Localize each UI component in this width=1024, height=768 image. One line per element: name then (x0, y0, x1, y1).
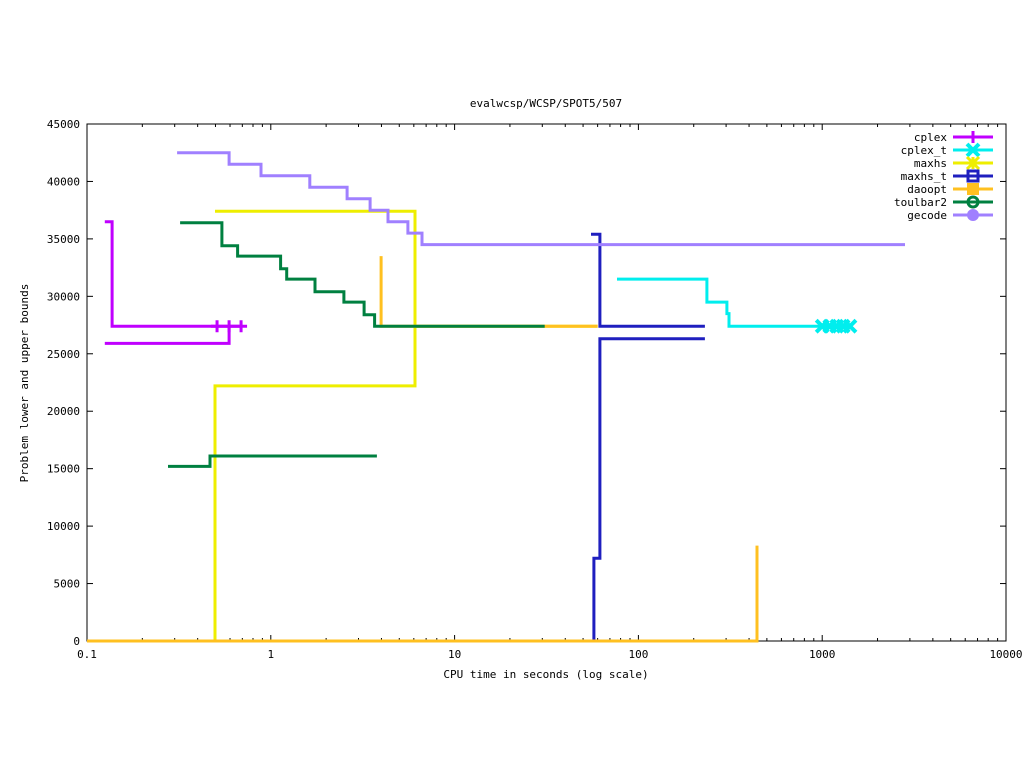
legend-maxhs_t-marker (966, 169, 980, 183)
y-tick-label: 25000 (47, 348, 80, 361)
legend-daoopt-marker (967, 183, 979, 195)
series-cplex_t (617, 277, 858, 334)
legend: cplexcplex_tmaxhsmaxhs_tdaoopttoulbar2ge… (894, 131, 993, 222)
x-tick-label: 10000 (989, 648, 1022, 661)
maxhs_t-upper-bound-line (591, 232, 705, 328)
legend-item-daoopt: daoopt (907, 183, 993, 196)
legend-label: cplex_t (901, 144, 947, 157)
legend-item-maxhs_t: maxhs_t (901, 169, 993, 183)
x-tick-label: 10 (448, 648, 461, 661)
series-group (87, 151, 905, 643)
legend-item-toulbar2: toulbar2 (894, 195, 993, 209)
y-tick-label: 10000 (47, 520, 80, 533)
cplex-lower-bound-line (104, 326, 231, 345)
series-daoopt (87, 256, 759, 643)
legend-maxhs-marker (965, 155, 981, 171)
y-tick-label: 0 (73, 635, 80, 648)
x-tick-label: 0.1 (77, 648, 97, 661)
legend-item-cplex_t: cplex_t (901, 142, 993, 158)
y-tick-label: 15000 (47, 463, 80, 476)
maxhs-lower-bound-line (87, 326, 417, 643)
y-tick-label: 35000 (47, 233, 80, 246)
x-tick-label: 100 (628, 648, 648, 661)
legend-label: cplex (914, 131, 947, 144)
cplex-marker (211, 320, 224, 333)
y-tick-label: 45000 (47, 118, 80, 131)
cplex-upper-bound-line (104, 220, 242, 328)
y-axis-label: Problem lower and upper bounds (18, 284, 31, 483)
maxhs-upper-bound-line (215, 209, 598, 328)
legend-label: daoopt (907, 183, 947, 196)
x-tick-label: 1 (267, 648, 274, 661)
y-tick-label: 40000 (47, 175, 80, 188)
y-tick-label: 20000 (47, 405, 80, 418)
legend-gecode-marker (967, 209, 979, 221)
series-maxhs (87, 209, 598, 643)
legend-cplex_t-marker (965, 142, 981, 158)
legend-item-gecode: gecode (907, 209, 993, 222)
series-gecode (177, 151, 905, 247)
cplex_t-marker (842, 318, 858, 334)
cplex-marker (223, 320, 236, 333)
legend-toulbar2-marker (966, 195, 980, 209)
series-maxhs_t (591, 232, 705, 641)
legend-cplex-marker (967, 131, 979, 143)
series-cplex (104, 220, 248, 345)
cplex-marker (235, 320, 248, 333)
cplex_t-upper-bound-line (617, 277, 850, 328)
legend-label: gecode (907, 209, 947, 222)
plot-area-border (86, 123, 1007, 642)
x-axis-label: CPU time in seconds (log scale) (443, 668, 648, 681)
legend-label: maxhs_t (901, 170, 947, 183)
legend-label: toulbar2 (894, 196, 947, 209)
legend-item-maxhs: maxhs (914, 155, 993, 171)
maxhs_t-lower-bound-line (592, 337, 705, 641)
x-tick-label: 1000 (809, 648, 836, 661)
legend-item-cplex: cplex (914, 131, 993, 144)
series-toulbar2 (168, 221, 545, 468)
toulbar2-lower-bound-line (168, 454, 377, 468)
toulbar2-upper-bound-line (180, 221, 545, 328)
daoopt-lower-bound-line (87, 545, 759, 643)
chart-title: evalwcsp/WCSP/SPOT5/507 (470, 97, 622, 110)
y-tick-label: 30000 (47, 290, 80, 303)
y-tick-label: 5000 (54, 578, 81, 591)
axis-ticks: 0 5000 10000 15000 20000 25000 30000 35000 40000… (47, 118, 1023, 661)
gecode-upper-bound-line (177, 151, 905, 247)
legend-label: maxhs (914, 157, 947, 170)
